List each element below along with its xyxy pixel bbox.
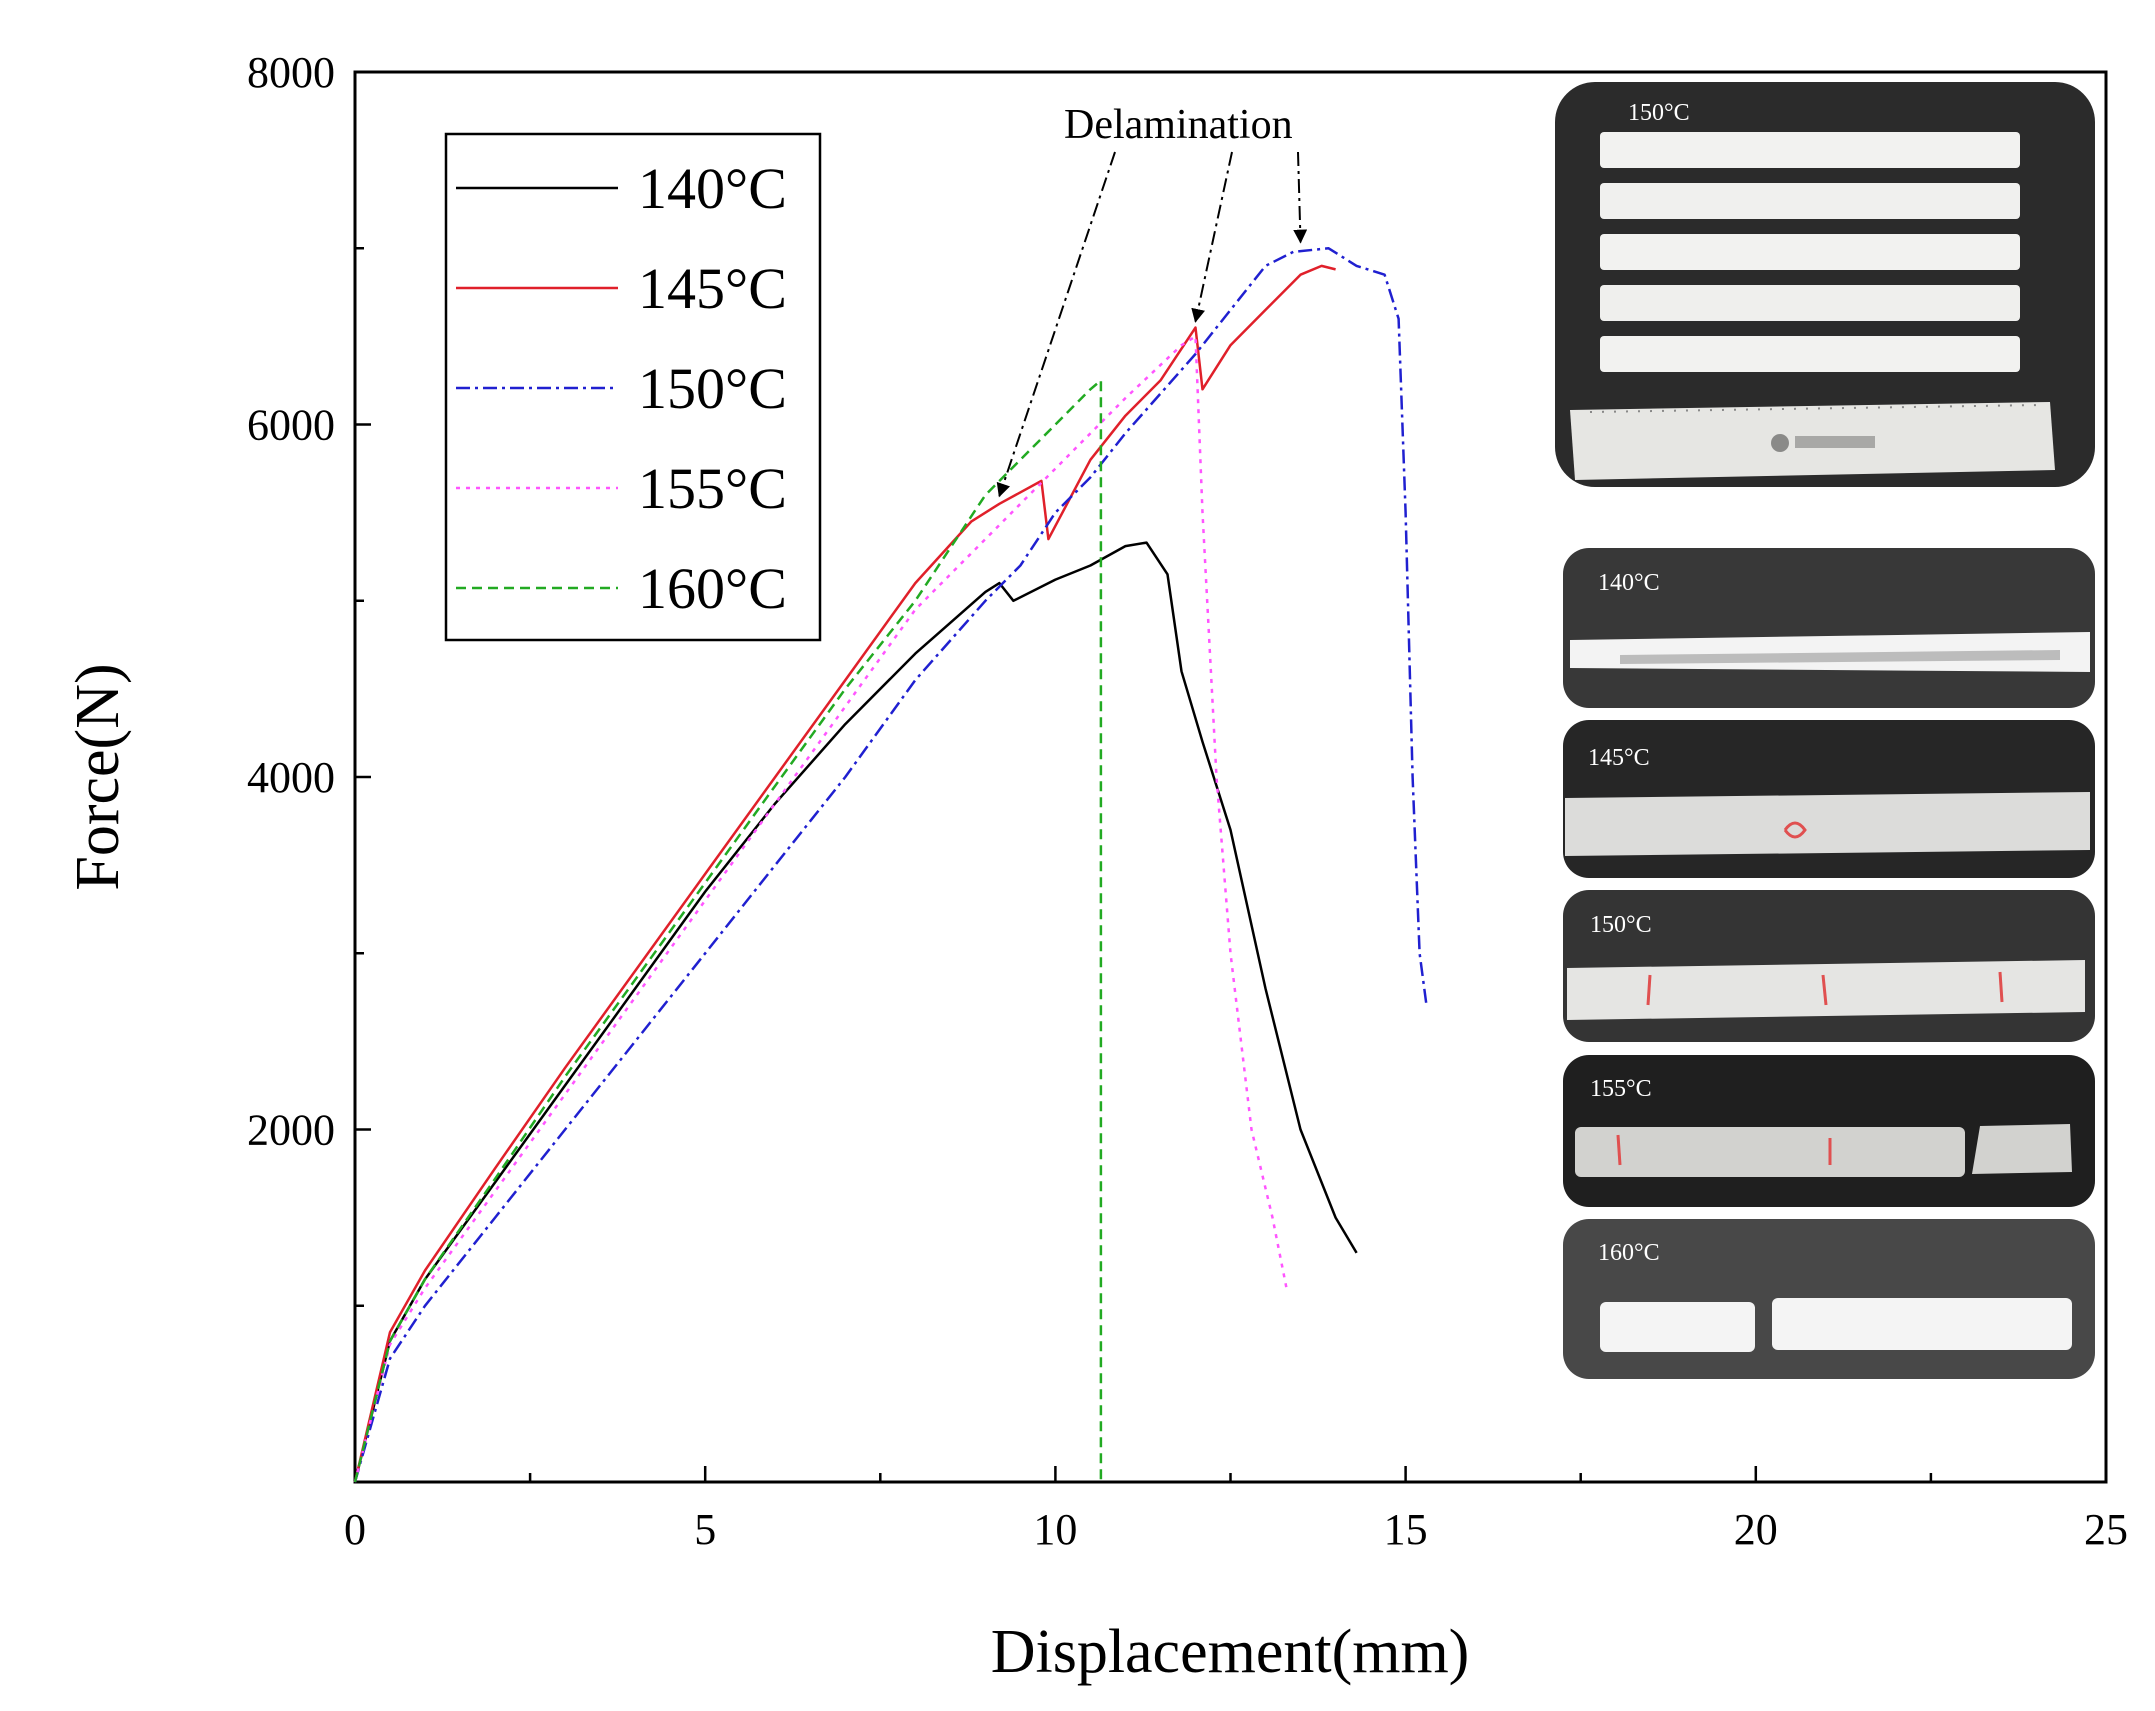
x-tick-label: 25	[2084, 1505, 2128, 1554]
y-tick-label: 4000	[247, 753, 335, 802]
y-tick-label: 6000	[247, 401, 335, 450]
legend: 140°C 145°C 150°C 155°C 160°C	[444, 132, 822, 642]
legend-label: 145°C	[638, 256, 787, 321]
photo-panel-150-intact: 150°C	[1555, 82, 2095, 487]
photo-panel-145: 145°C	[1563, 720, 2095, 878]
photo-panel-140: 140°C	[1563, 548, 2095, 708]
photo-label-1: 150°C	[1628, 100, 1690, 126]
legend-label: 140°C	[638, 156, 787, 221]
photo-panel-160: 160°C	[1563, 1219, 2095, 1379]
photo-label-5: 155°C	[1590, 1076, 1652, 1102]
series-line-160	[353, 379, 1103, 1483]
x-tick-label: 0	[344, 1505, 366, 1554]
series-lines	[353, 247, 1428, 1483]
x-tick-label: 5	[694, 1505, 716, 1554]
series-line-140	[353, 541, 1358, 1483]
x-axis-title: Displacement(mm)	[991, 1618, 1470, 1686]
photo-label-2: 140°C	[1598, 570, 1660, 596]
photo-label-3: 145°C	[1588, 745, 1650, 771]
legend-label: 150°C	[638, 356, 787, 421]
legend-box	[444, 132, 822, 642]
legend-label: 155°C	[638, 456, 787, 521]
axis-ticks: 0 5 10 15 20 25 2000 4000 6000 8000	[247, 48, 2128, 1554]
photo-label-6: 160°C	[1598, 1240, 1660, 1266]
specimen-photos: 150°C 140°C 145°C 150°C	[1555, 82, 2095, 1379]
y-tick-label: 2000	[247, 1106, 335, 1155]
delamination-arrow	[996, 151, 1116, 498]
delamination-arrow	[1191, 151, 1233, 323]
y-tick-label: 8000	[247, 48, 335, 97]
legend-label: 160°C	[638, 556, 787, 621]
series-line-150	[353, 247, 1428, 1483]
y-axis-title: Force(N)	[64, 663, 132, 890]
x-tick-label: 20	[1734, 1505, 1778, 1554]
photo-panel-155: 155°C	[1563, 1055, 2095, 1207]
photo-label-4: 150°C	[1590, 912, 1652, 938]
x-tick-label: 10	[1033, 1505, 1077, 1554]
delamination-label: Delamination	[1064, 102, 1293, 148]
annotation-arrows	[996, 151, 1308, 498]
x-tick-label: 15	[1384, 1505, 1428, 1554]
series-line-145	[353, 264, 1336, 1483]
delamination-arrow	[1293, 151, 1308, 244]
photo-panel-150-tested: 150°C	[1563, 890, 2095, 1042]
